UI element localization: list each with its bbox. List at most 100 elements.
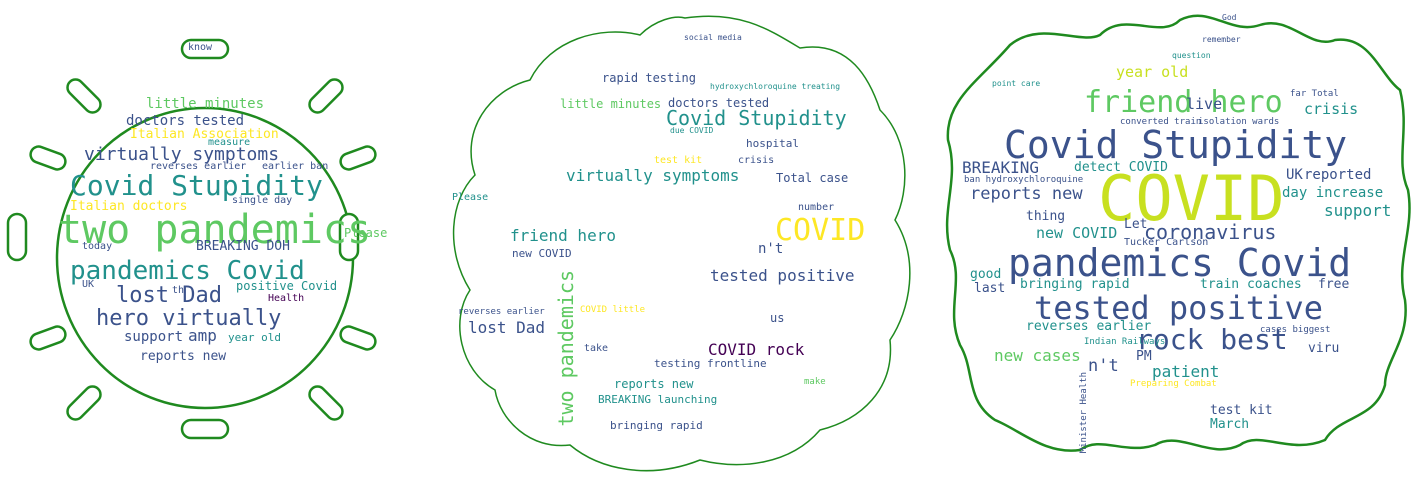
word: pandemics Covid [70, 256, 305, 286]
splat-outline [945, 14, 1411, 452]
word: doctors tested [126, 113, 245, 129]
word: day increase [1282, 185, 1384, 201]
word: support [1324, 201, 1392, 220]
word: bringing rapid [610, 419, 703, 432]
word: last [974, 281, 1006, 296]
word: COVID [1098, 162, 1285, 235]
word: earlier ban [262, 161, 329, 172]
word: rock best [1136, 323, 1288, 356]
word: Covid Stupidity [1004, 123, 1348, 167]
word: crisis [738, 155, 775, 166]
word: lost Dad [116, 283, 222, 308]
word: patient [1152, 362, 1220, 381]
word: coronavirus [1144, 220, 1277, 244]
word: two pandemics [554, 270, 578, 427]
word: amp [188, 326, 217, 345]
word: support [124, 329, 184, 345]
word: tested positive [710, 266, 855, 285]
word: point care [992, 79, 1041, 88]
word: Please [452, 192, 489, 203]
word: take [584, 343, 609, 354]
word: reports new [140, 349, 227, 364]
word: bringing rapid [1020, 277, 1130, 292]
word: train coaches [1200, 277, 1302, 292]
word: Italian doctors [70, 199, 188, 214]
word: BREAKING [962, 158, 1040, 177]
word: today [82, 241, 113, 252]
word: pandemics Covid [1008, 241, 1352, 285]
virus-outline [6, 38, 377, 440]
word: isolation wards [1198, 117, 1280, 127]
word: Covid Stupidity [666, 106, 847, 130]
word: little minutes [560, 97, 662, 111]
word: hospital [746, 137, 799, 150]
word: due COVID [670, 126, 714, 135]
word: us [770, 311, 785, 325]
word: March [1210, 417, 1250, 432]
word: testing frontline [654, 357, 767, 370]
word: UK [1286, 167, 1303, 183]
word: free [1318, 277, 1350, 292]
word: question [1172, 51, 1211, 60]
word: cases biggest [1260, 325, 1331, 335]
word: number [798, 202, 835, 213]
word: new COVID [1036, 224, 1118, 242]
word: tested positive [1034, 289, 1323, 327]
wordcloud-virus: two pandemics Covid Stupidity pandemics … [0, 0, 387, 487]
word: good [970, 267, 1002, 282]
word: converted train [1120, 117, 1202, 127]
word: positive Covid [236, 279, 338, 293]
word: friend hero [1084, 85, 1283, 120]
word: single day [232, 195, 293, 206]
word: reverses earlier [1026, 319, 1152, 334]
word: know [188, 42, 213, 53]
word: Tucker Carlson [1124, 237, 1209, 248]
word: Let [1124, 217, 1148, 232]
word: friend hero [510, 226, 616, 245]
word: UK [82, 279, 95, 290]
blob-outline [452, 15, 911, 472]
word: BREAKING DOH [196, 239, 290, 254]
word: social media [684, 33, 742, 42]
wordcloud-blob: COVID two pandemics Covid Stupidity virt… [440, 0, 930, 487]
word: BREAKING launching [598, 393, 718, 406]
word: virtually symptoms [84, 144, 280, 165]
word: reported [1304, 167, 1372, 183]
word: new cases [994, 346, 1081, 365]
word: reverses earlier [458, 307, 545, 317]
word: n't [758, 241, 784, 257]
word: n't [1088, 356, 1119, 376]
word: far Total [1290, 89, 1339, 99]
word: hero virtually [96, 306, 282, 331]
word: measure [208, 137, 251, 148]
word: thing [1026, 209, 1066, 224]
word: year old [1116, 63, 1189, 81]
word: Total case [776, 171, 849, 185]
word: Preparing Combat [1130, 379, 1217, 389]
word: test kit [654, 155, 703, 166]
word: Indian Railways [1084, 337, 1166, 347]
word: remember [1202, 35, 1241, 44]
word: COVID rock [708, 340, 805, 359]
word: PM [1136, 349, 1152, 364]
word: Health [268, 293, 305, 304]
word: crisis [1304, 100, 1359, 118]
word: live [1186, 95, 1223, 113]
word: two pandemics [58, 207, 372, 253]
word: reports new [970, 184, 1083, 204]
word: th [172, 285, 185, 296]
word: little minutes [146, 96, 265, 112]
word: test kit [1210, 403, 1273, 418]
word: God [1222, 13, 1237, 22]
word: make [804, 377, 826, 387]
word: hydroxychloroquine treating [710, 82, 841, 91]
word: new COVID [512, 247, 572, 260]
word: Minister Health [1079, 372, 1089, 454]
word: COVID little [580, 305, 646, 315]
word: COVID [775, 213, 866, 248]
word: ban hydroxychloroquine [964, 175, 1084, 185]
word: Please [344, 226, 388, 240]
word: Covid Stupidity [70, 169, 323, 202]
word: viru [1308, 341, 1340, 356]
word: lost Dad [468, 318, 546, 337]
